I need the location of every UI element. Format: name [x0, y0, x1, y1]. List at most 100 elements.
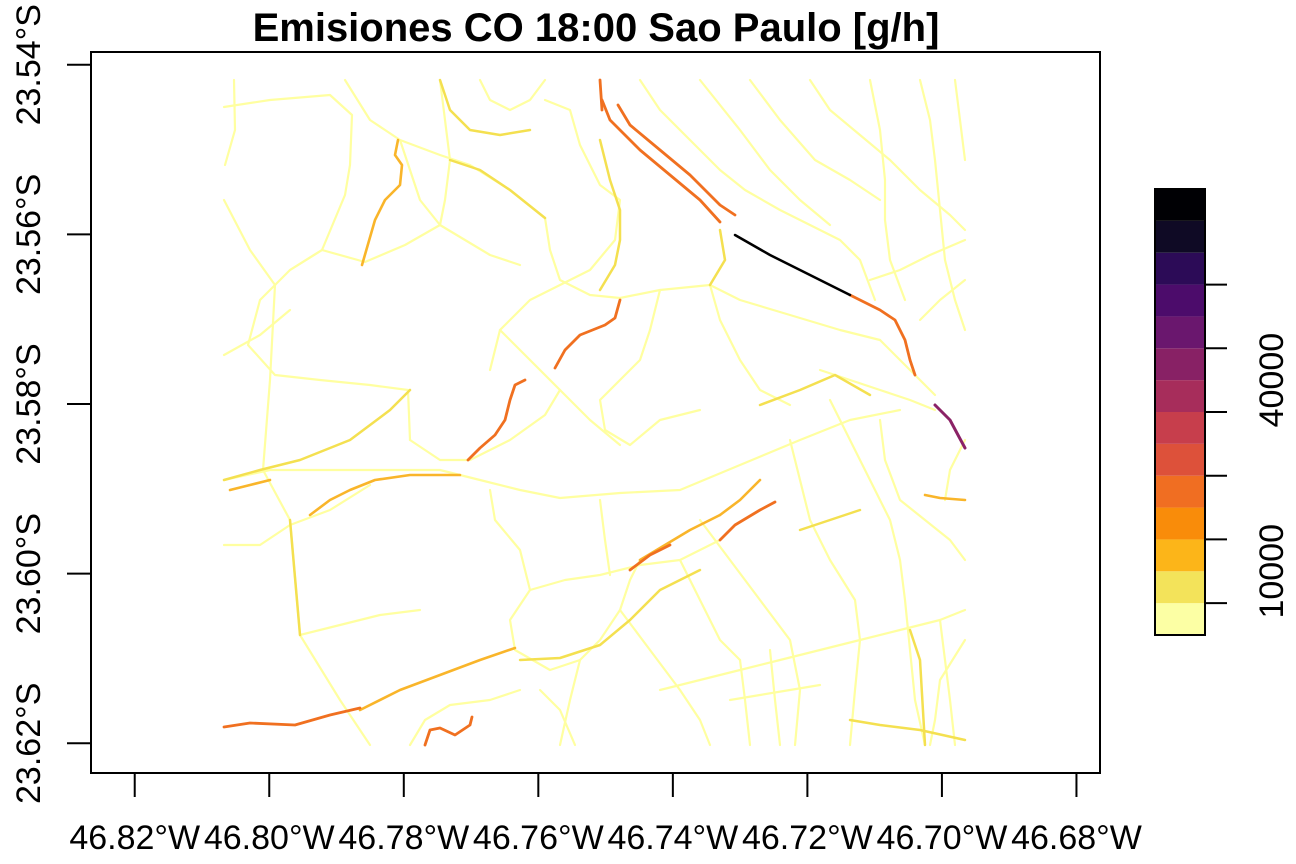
road-segment [678, 558, 742, 662]
road-segment [298, 608, 422, 637]
road-segment [222, 198, 372, 747]
y-tick-label: 23.60°S [10, 513, 48, 634]
road-segment [308, 473, 462, 517]
road-segment [658, 608, 967, 692]
road-segment [938, 618, 957, 747]
road-segment [943, 438, 967, 502]
road-segment [808, 78, 967, 232]
road-segment [798, 508, 862, 532]
road-segment [358, 646, 517, 712]
road-segment [466, 378, 527, 462]
road-segment [600, 98, 722, 224]
road-segment [618, 608, 712, 747]
max-emission-roads [733, 233, 852, 297]
road-segment [758, 373, 872, 407]
road-segment [498, 328, 622, 447]
road-segment [222, 483, 372, 547]
road-network [222, 78, 967, 747]
x-tick-label: 46.72°W [742, 819, 873, 857]
road-segment [528, 538, 722, 592]
road-segment [488, 488, 582, 672]
road-segment [933, 403, 967, 450]
legend-label: 10000 [1253, 524, 1291, 619]
road-segment [928, 638, 967, 747]
road-segment [768, 648, 782, 747]
legend-swatch [1155, 475, 1205, 508]
road-segment [288, 518, 302, 637]
color-legend: 10000 40000 [1154, 188, 1291, 636]
legend-swatch [1155, 348, 1205, 381]
legend-swatch [1155, 539, 1205, 572]
map-title: Emisiones CO 18:00 Sao Paulo [g/h] [253, 6, 940, 50]
legend-label: 40000 [1253, 333, 1291, 428]
road-segment [708, 283, 882, 342]
legend-swatch [1155, 252, 1205, 285]
road-segment [598, 288, 702, 447]
road-segment [408, 688, 522, 747]
road-segment [638, 78, 877, 302]
x-tick-label: 46.74°W [607, 819, 738, 857]
road-segment [868, 238, 967, 282]
x-tick-label: 46.68°W [1011, 819, 1142, 857]
road-segment [953, 78, 967, 162]
very-high-emission-roads [933, 403, 967, 450]
x-tick-label: 46.76°W [473, 819, 604, 857]
road-segment [738, 658, 752, 747]
legend-swatch [1155, 284, 1205, 317]
x-tick-label: 46.78°W [338, 819, 469, 857]
road-segment [478, 78, 547, 112]
road-segment [222, 308, 292, 357]
legend-swatch [1155, 603, 1205, 635]
x-axis: 46.82°W 46.80°W 46.78°W 46.76°W 46.74°W 46.72… [69, 772, 1142, 857]
road-segment [538, 688, 577, 747]
legend-swatch [1155, 571, 1205, 604]
road-segment [222, 388, 412, 482]
road-segment [222, 706, 362, 729]
legend-swatch [1155, 220, 1205, 253]
road-segment [918, 278, 967, 322]
road-segment [438, 78, 532, 137]
road-segment [748, 78, 882, 202]
road-segment [628, 543, 672, 572]
legend-swatch [1155, 443, 1205, 476]
y-tick-label: 23.54°S [10, 4, 48, 125]
road-segment [848, 718, 967, 742]
road-segment [598, 498, 612, 577]
road-segment [868, 78, 907, 302]
x-tick-label: 46.82°W [69, 819, 200, 857]
road-segment [543, 216, 712, 300]
road-segment [360, 138, 404, 267]
road-segment [423, 715, 474, 747]
road-segment [518, 568, 702, 662]
legend-swatch [1155, 412, 1205, 444]
road-segment [878, 338, 937, 397]
road-segment [908, 628, 927, 747]
road-segment [848, 293, 917, 377]
y-tick-label: 23.62°S [10, 683, 48, 804]
road-segment [448, 158, 547, 220]
x-tick-label: 46.80°W [204, 819, 335, 857]
road-segment [828, 398, 927, 747]
y-axis: 23.54°S 23.56°S 23.58°S 23.60°S 23.62°S [10, 4, 92, 804]
low-mid-emission-roads [222, 78, 967, 747]
x-tick-label: 46.70°W [877, 819, 1008, 857]
legend-swatch [1155, 380, 1205, 412]
road-segment [488, 98, 622, 372]
high-emission-roads [222, 78, 917, 747]
road-segment [598, 78, 604, 112]
road-segment [288, 223, 522, 272]
road-segment [923, 493, 967, 502]
road-segment [708, 228, 727, 287]
legend-swatch [1155, 316, 1205, 349]
legend-swatch [1155, 189, 1205, 221]
road-segment [616, 103, 737, 217]
road-segment [398, 138, 442, 227]
road-segment [878, 418, 967, 562]
road-segment [228, 478, 272, 492]
low-emission-roads [222, 78, 967, 747]
road-segment [222, 408, 902, 500]
road-segment [553, 298, 622, 370]
y-tick-label: 23.56°S [10, 174, 48, 295]
legend-swatch [1155, 507, 1205, 540]
